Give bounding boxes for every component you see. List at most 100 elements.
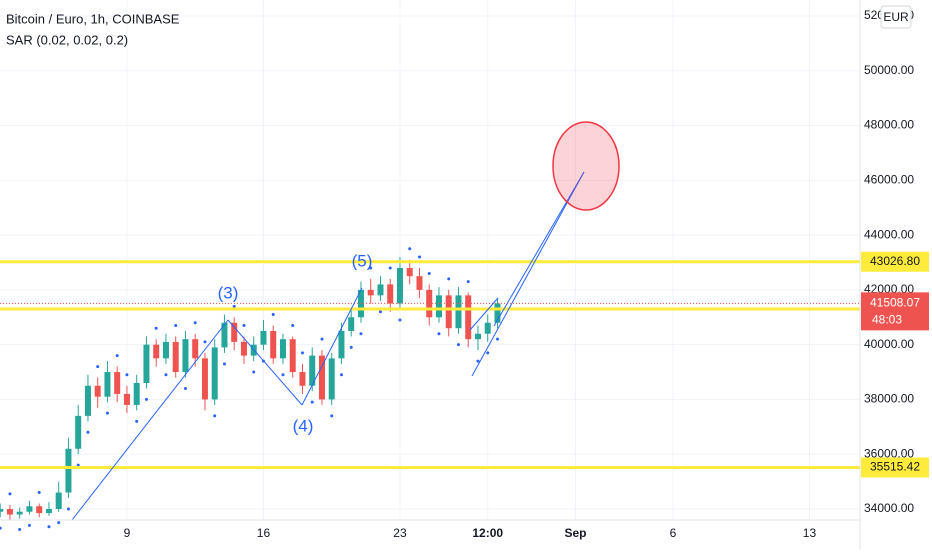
drawings: [71, 171, 585, 521]
currency-label[interactable]: EUR: [883, 10, 909, 24]
candle-body: [221, 322, 228, 348]
trend-line: [493, 171, 585, 327]
trend-line: [469, 297, 499, 331]
candle-body: [318, 355, 325, 400]
candle-body: [201, 358, 208, 400]
sar-dot: [154, 326, 158, 330]
sar-dot: [8, 492, 12, 496]
candle-body: [455, 295, 462, 329]
candle-body: [348, 317, 355, 331]
candle-body: [26, 506, 33, 512]
candle-body: [94, 385, 101, 397]
sar-dot: [398, 318, 402, 322]
candle-body: [0, 508, 4, 512]
trend-line: [301, 287, 363, 406]
chart-title: Bitcoin / Euro, 1h, COINBASE: [6, 11, 180, 26]
candle-body: [231, 322, 238, 342]
currency-badge[interactable]: [880, 5, 912, 29]
candle-body: [84, 385, 91, 416]
sar-dot: [369, 266, 373, 270]
sar-dot: [242, 323, 246, 327]
candle-body: [474, 333, 481, 340]
x-tick-label: 13: [803, 526, 817, 540]
sar-dot: [164, 373, 168, 377]
sar-dot: [86, 430, 90, 434]
sar-dot: [476, 359, 480, 363]
candle-body: [396, 267, 403, 304]
candle-body: [484, 322, 491, 334]
sar-dot: [466, 280, 470, 284]
grid: [0, 0, 860, 520]
candle-body: [36, 506, 43, 514]
candle-body: [387, 284, 394, 304]
y-tick-label: 38000.00: [864, 392, 914, 406]
sar-dot: [37, 491, 41, 495]
sar-dot: [388, 266, 392, 270]
trend-line: [471, 171, 585, 377]
price-line-badge: [861, 251, 929, 272]
sar-dot: [213, 414, 217, 418]
candle-body: [377, 284, 384, 296]
sar-dot: [76, 463, 80, 467]
sar-dot: [183, 386, 187, 390]
candle-body: [114, 372, 121, 394]
candle-body: [328, 358, 335, 400]
trend-line: [71, 319, 229, 521]
sar-dot: [291, 323, 295, 327]
sar-dot: [281, 373, 285, 377]
candle-body: [240, 341, 247, 356]
y-tick-label: 34000.00: [864, 501, 914, 515]
last-price-badge: [861, 292, 929, 331]
marks: [0, 247, 860, 532]
y-tick-label: 48000.00: [864, 118, 914, 132]
sar-dot: [135, 419, 139, 423]
sar-dot: [57, 521, 61, 525]
candle-body: [406, 267, 413, 277]
sar-dot: [300, 351, 304, 355]
sar-dot: [115, 354, 119, 358]
y-tick-label: 50000.00: [864, 63, 914, 77]
candle-body: [104, 372, 111, 397]
y-tick-label: 36000.00: [864, 446, 914, 460]
candle-body: [435, 295, 442, 318]
sar-dot: [408, 247, 412, 251]
x-tick-label: 12:00: [472, 526, 503, 540]
x-tick-label: Sep: [564, 526, 586, 540]
y-tick-label: 40000.00: [864, 337, 914, 351]
sar-dot: [66, 507, 70, 511]
sar-dot: [271, 313, 275, 317]
candle-body: [211, 347, 218, 400]
trend-line: [227, 319, 303, 406]
candle-body: [16, 511, 23, 515]
price-line-label: 43026.80: [870, 254, 920, 268]
candle-body: [123, 393, 130, 405]
sar-dot: [232, 304, 236, 308]
sar-dot: [252, 370, 256, 374]
target-ellipse: [552, 121, 620, 211]
sar-dot: [330, 414, 334, 418]
wave-label: (3): [218, 283, 239, 302]
last-price-label: 41508.07: [870, 296, 920, 310]
sar-dot: [447, 277, 451, 281]
sar-dot: [0, 526, 2, 530]
sar-dot: [378, 310, 382, 314]
sar-dot: [320, 337, 324, 341]
sar-dot: [310, 400, 314, 404]
wave-label: (4): [293, 416, 314, 435]
x-tick-label: 6: [670, 526, 677, 540]
candle-body: [416, 276, 423, 290]
sar-dot: [193, 321, 197, 325]
candle-body: [153, 344, 160, 359]
candle-body: [162, 341, 169, 359]
sar-dot: [495, 337, 499, 341]
candle-body: [45, 508, 52, 514]
sar-dot: [486, 351, 490, 355]
sar-dot: [105, 411, 109, 415]
candle-body: [143, 344, 150, 384]
wave-label: (5): [352, 251, 373, 270]
candle-body: [465, 295, 472, 340]
candle-body: [75, 415, 82, 449]
candle-body: [182, 339, 189, 373]
